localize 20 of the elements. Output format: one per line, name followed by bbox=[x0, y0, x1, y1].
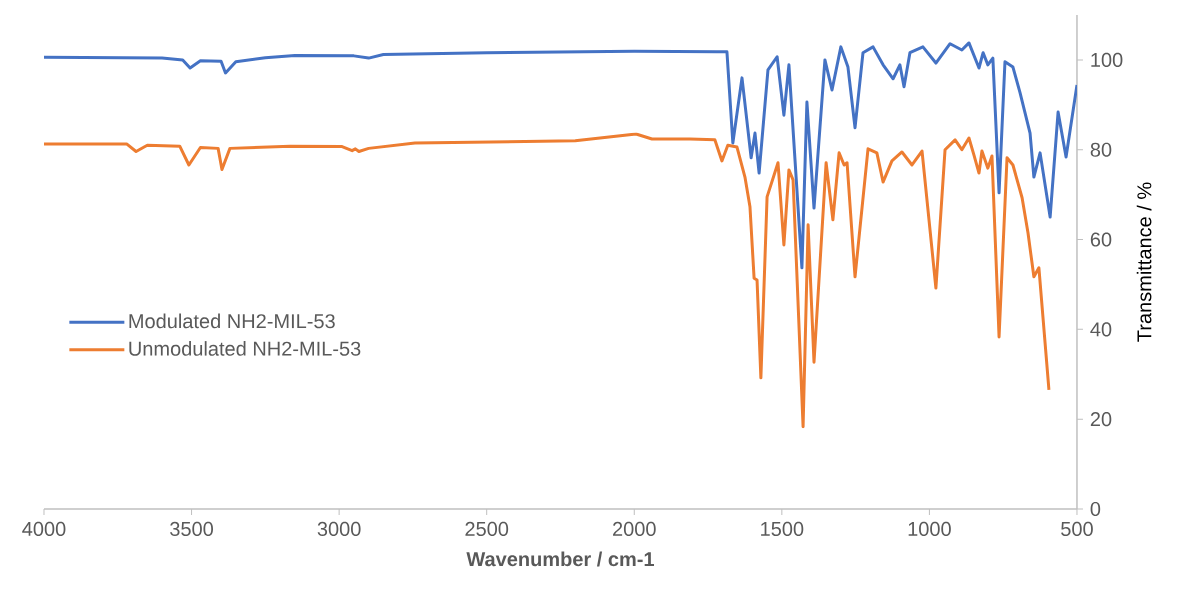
y-tick-label: 80 bbox=[1090, 142, 1112, 157]
x-tick-label: 500 bbox=[1061, 521, 1093, 537]
x-tick-label: 3000 bbox=[317, 521, 361, 537]
y-tick-label: 0 bbox=[1090, 501, 1101, 517]
legend-label: Unmodulated NH2-MIL-53 bbox=[129, 341, 361, 356]
y-tick-label: 60 bbox=[1090, 232, 1112, 247]
x-axis-title: Wavenumber / cm-1 bbox=[466, 551, 655, 567]
y-tick-label: 40 bbox=[1090, 322, 1112, 337]
x-tick-label: 4000 bbox=[22, 521, 66, 537]
legend-label: Modulated NH2-MIL-53 bbox=[129, 313, 335, 329]
y-axis-title: Transmittance / % bbox=[1136, 182, 1152, 342]
y-tick-label: 100 bbox=[1091, 52, 1123, 67]
x-tick-label: 2500 bbox=[465, 521, 509, 537]
x-tick-label: 1500 bbox=[761, 521, 804, 537]
y-tick-label: 20 bbox=[1090, 412, 1112, 427]
line-series bbox=[43, 41, 1077, 270]
x-tick-label: 2000 bbox=[613, 521, 656, 537]
x-tick-label: 1000 bbox=[908, 521, 951, 537]
x-tick-label: 3500 bbox=[170, 521, 214, 537]
line-series bbox=[43, 132, 1051, 429]
